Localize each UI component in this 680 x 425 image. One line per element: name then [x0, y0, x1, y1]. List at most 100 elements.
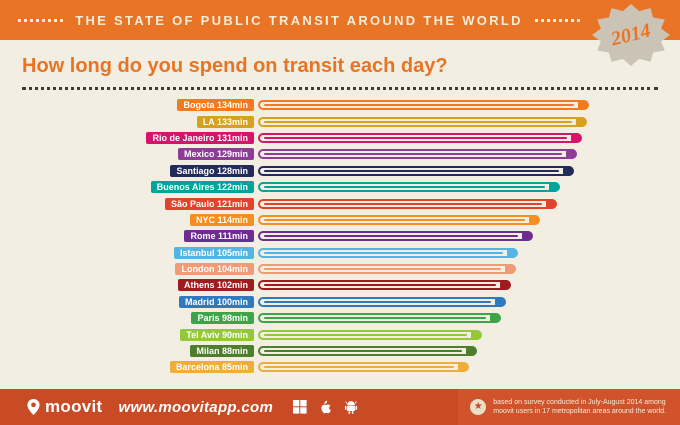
- website-link[interactable]: www.moovitapp.com: [118, 398, 274, 416]
- platform-icons: [293, 399, 358, 415]
- bus-front-icon: [578, 100, 587, 111]
- bus-window-line: [264, 202, 542, 205]
- city-label-col: São Paulo 121min: [18, 197, 254, 210]
- city-label: Madrid 100min: [178, 295, 254, 308]
- city-label-col: Paris 98min: [18, 312, 254, 325]
- transit-bar: [258, 247, 518, 258]
- bus-front-icon: [549, 182, 558, 193]
- city-label: Mexico 129min: [177, 148, 254, 161]
- chart-row: Athens 102min: [0, 277, 680, 293]
- chart-row: Paris 98min: [0, 310, 680, 326]
- footer-note: ★ based on survey conducted in July-Augu…: [458, 389, 680, 425]
- footer-note-line1: based on survey conducted in July-August…: [493, 399, 666, 406]
- city-label: São Paulo 121min: [164, 197, 254, 210]
- bus-front-icon: [563, 165, 572, 176]
- transit-bar: [258, 149, 577, 160]
- bus-window-line: [264, 333, 467, 336]
- bus-window-line: [264, 153, 562, 156]
- city-label: Milan 88min: [190, 345, 254, 358]
- bus-front-icon: [490, 313, 499, 324]
- bus-front-icon: [466, 346, 475, 357]
- city-label-col: Milan 88min: [18, 345, 254, 358]
- chart-row: Mexico 129min: [0, 146, 680, 162]
- band-dots-right: [534, 18, 581, 22]
- chart-question-title: How long do you spend on transit each da…: [22, 55, 448, 77]
- chart-row: Barcelona 85min: [0, 359, 680, 375]
- chart-row: Rio de Janeiro 131min: [0, 130, 680, 146]
- transit-bar: [258, 329, 482, 340]
- transit-bar: [258, 313, 501, 324]
- band-dots-left: [18, 18, 64, 22]
- bus-window-line: [264, 169, 559, 172]
- transit-bar: [258, 198, 557, 209]
- bus-window-line: [264, 186, 545, 189]
- star-badge-icon: ★: [470, 399, 487, 415]
- bus-window-line: [264, 300, 491, 303]
- city-label-col: Barcelona 85min: [18, 361, 254, 374]
- chart-row: LA 133min: [0, 113, 680, 129]
- bus-window-line: [264, 136, 567, 139]
- moovit-wordmark: moovit: [45, 397, 103, 416]
- city-label: Athens 102min: [177, 279, 254, 292]
- transit-bar: [258, 346, 477, 357]
- chart-row: London 104min: [0, 261, 680, 277]
- city-label-col: LA 133min: [18, 115, 254, 128]
- chart-row: Santiago 128min: [0, 163, 680, 179]
- chart-row: Buenos Aires 122min: [0, 179, 680, 195]
- bus-front-icon: [458, 362, 467, 373]
- city-label-col: London 104min: [18, 263, 254, 276]
- bus-front-icon: [566, 149, 575, 160]
- city-label: NYC 114min: [189, 213, 254, 226]
- chart-row: Bogota 134min: [0, 97, 680, 113]
- city-label: Istanbul 105min: [173, 246, 254, 259]
- apple-icon: [321, 400, 331, 414]
- city-label: London 104min: [175, 263, 254, 276]
- chart-rows: Bogota 134min LA 133min Rio de Janeiro 131…: [0, 97, 680, 376]
- year-badge-label: 2014: [608, 19, 653, 51]
- bus-front-icon: [500, 280, 509, 291]
- transit-bar: [258, 132, 582, 143]
- bus-window-line: [264, 268, 501, 271]
- city-label: Tel Aviv 90min: [180, 328, 254, 341]
- transit-bar: [258, 100, 589, 111]
- transit-bar: [258, 231, 533, 242]
- city-label-col: Athens 102min: [18, 279, 254, 292]
- footer-note-text: based on survey conducted in July-August…: [493, 398, 666, 416]
- city-label: Barcelona 85min: [169, 361, 254, 374]
- bus-window-line: [264, 104, 574, 107]
- city-label-col: Bogota 134min: [18, 99, 254, 112]
- bus-front-icon: [505, 264, 514, 275]
- bus-front-icon: [522, 231, 531, 242]
- bus-window-line: [264, 350, 462, 353]
- city-label-col: Madrid 100min: [18, 295, 254, 308]
- bus-front-icon: [529, 214, 538, 225]
- transit-bar: [258, 116, 587, 127]
- city-label: Rio de Janeiro 131min: [146, 131, 254, 144]
- bus-window-line: [264, 218, 525, 221]
- city-label-col: Santiago 128min: [18, 164, 254, 177]
- android-icon: [345, 401, 358, 414]
- chart-row: Madrid 100min: [0, 294, 680, 310]
- city-label-col: Rome 111min: [18, 230, 254, 243]
- chart-row: Rome 111min: [0, 228, 680, 244]
- city-label-col: Rio de Janeiro 131min: [18, 131, 254, 144]
- transit-bar: [258, 182, 560, 193]
- bus-front-icon: [546, 198, 555, 209]
- transit-bar: [258, 296, 506, 307]
- city-label: LA 133min: [196, 115, 254, 128]
- city-label: Santiago 128min: [170, 164, 254, 177]
- band-title: THE STATE OF PUBLIC TRANSIT AROUND THE W…: [75, 12, 523, 28]
- moovit-logo: moovit: [26, 397, 103, 417]
- footer-bar: moovit www.moovitapp.com: [0, 389, 680, 425]
- city-label: Buenos Aires 122min: [150, 181, 254, 194]
- bus-front-icon: [571, 132, 580, 143]
- transit-bar: [258, 280, 511, 291]
- transit-bar: [258, 362, 469, 373]
- bus-window-line: [264, 317, 486, 320]
- footer-note-line2: moovit users in 17 metropolitan areas ar…: [493, 408, 666, 415]
- chart-row: NYC 114min: [0, 212, 680, 228]
- chart-row: Istanbul 105min: [0, 245, 680, 261]
- bus-window-line: [264, 251, 503, 254]
- city-label: Rome 111min: [184, 230, 254, 243]
- city-label: Paris 98min: [191, 312, 254, 325]
